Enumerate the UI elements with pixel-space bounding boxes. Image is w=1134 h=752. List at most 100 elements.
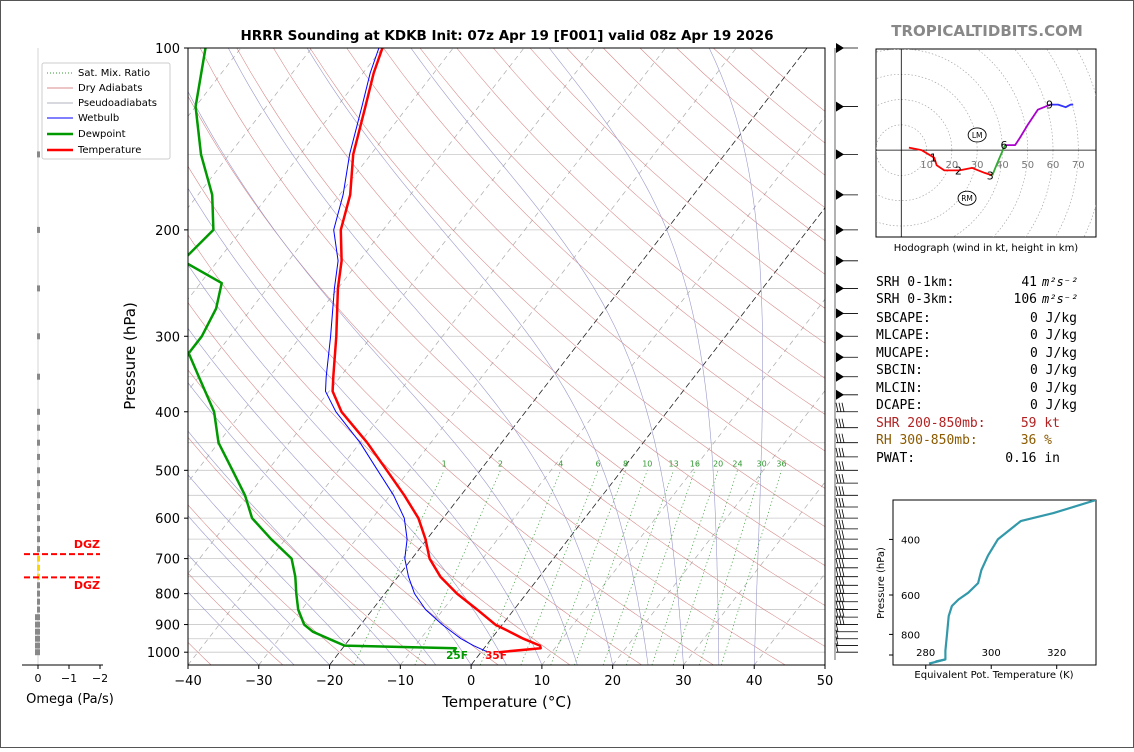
wind-barbs	[835, 43, 858, 653]
omega-bar	[37, 546, 40, 553]
theta-e-axes: 280 300 320 400 600 800	[889, 535, 1066, 669]
wind-barb-feather	[838, 519, 842, 529]
skewt-ylabel: Pressure (hPa)	[121, 302, 139, 410]
temp-tick-label: 10	[534, 674, 551, 689]
wind-barb-feather	[835, 636, 839, 646]
wind-barb-feather	[838, 584, 842, 594]
pwat-label: PWAT:	[876, 451, 915, 466]
wind-barb-feather	[835, 447, 839, 457]
dry-adiabat-line	[309, 48, 825, 527]
right-mover-label: RM	[961, 194, 973, 203]
moist-adiabat-line	[188, 591, 260, 665]
mucape-value: 0 J/kg	[1030, 346, 1077, 361]
srh01-units: m²s⁻²	[1041, 275, 1078, 289]
temp-tick-label: −20	[316, 674, 343, 689]
hodograph-height-label: 9	[1046, 99, 1053, 112]
wind-barb-feather	[835, 608, 839, 618]
dgz-top-label: DGZ	[74, 538, 100, 551]
omega-ticks: 0 −1 −2	[35, 665, 108, 685]
temp-tick-label: −40	[174, 674, 201, 689]
isotherm-line	[188, 48, 666, 665]
mixing-ratio-label: 36	[776, 459, 786, 468]
hodograph-height-label: 1	[930, 152, 937, 165]
wind-barb-feather	[838, 497, 842, 508]
mucape-label: MUCAPE:	[876, 346, 931, 361]
wind-barb-feather	[838, 539, 842, 550]
mixing-ratio-label: 2	[498, 459, 503, 468]
omega-xlabel: Omega (Pa/s)	[26, 692, 114, 707]
omega-bar	[37, 151, 40, 158]
dcape-value: 0 J/kg	[1030, 398, 1077, 413]
srh01-value: 41	[1021, 275, 1037, 290]
wind-barb-feather	[835, 509, 839, 519]
hodograph-ring-label: 50	[1021, 160, 1034, 171]
wind-barb-feather	[835, 539, 839, 550]
moist-adiabat-line	[228, 48, 613, 665]
wind-barb-feather	[841, 433, 845, 443]
dry-adiabat-line	[188, 95, 786, 665]
right-mover-marker	[957, 190, 977, 206]
srh03-value: 106	[1014, 292, 1037, 307]
wind-barb-feather	[841, 592, 845, 602]
legend-temperature: Temperature	[77, 145, 141, 156]
omega-tick-label: −1	[61, 672, 77, 685]
rh-label: RH 300-850mb:	[876, 433, 978, 448]
legend-pseudoadiabats: Pseudoadiabats	[78, 98, 157, 109]
pressure-tick-label: 300	[155, 330, 180, 345]
legend-sat-mix-ratio: Sat. Mix. Ratio	[78, 68, 150, 79]
mixing-ratio-label: 16	[690, 459, 700, 468]
dry-adiabat-line	[346, 48, 825, 489]
temp-tick-label: 20	[604, 674, 621, 689]
moist-adiabat-line	[188, 327, 472, 665]
temp-tick-label: −30	[245, 674, 272, 689]
wind-barb-feather	[841, 402, 845, 412]
omega-panel: 0 −1 −2 Omega (Pa/s) DGZ DGZ	[22, 48, 114, 707]
theta-e-frame	[892, 499, 1097, 666]
hodograph-ring-label: 40	[996, 160, 1009, 171]
omega-bar	[37, 582, 40, 589]
wind-barb-feather	[841, 474, 845, 484]
wind-barb-feather	[835, 629, 839, 639]
chart-title: HRRR Sounding at KDKB Init: 07z Apr 19 […	[240, 28, 773, 44]
srh03-units: m²s⁻²	[1041, 292, 1078, 306]
wind-barb-feather	[838, 608, 842, 618]
omega-bar	[37, 439, 40, 446]
surface-dewpoint-label: 25F	[446, 650, 468, 662]
wind-barb-feather	[841, 461, 845, 471]
omega-bar	[37, 598, 40, 605]
mixing-ratio-line	[672, 470, 738, 665]
mixing-ratio-line	[721, 470, 782, 665]
temp-tick-label: 0	[467, 674, 475, 689]
skewt-xlabel: Temperature (°C)	[441, 693, 571, 711]
omega-bar	[37, 373, 40, 380]
omega-bar	[35, 642, 40, 649]
hodograph-height-label: 3	[987, 169, 994, 182]
omega-bar	[37, 590, 40, 597]
wind-barb-feather	[841, 539, 845, 550]
dry-adiabat-line	[383, 48, 825, 452]
wind-barb-feather	[838, 418, 842, 428]
wind-barb-feather	[835, 567, 839, 577]
wind-barb-feather	[838, 592, 842, 602]
theta-e-ylabel: Pressure (hPa)	[876, 547, 887, 619]
wind-barb-feather	[838, 461, 842, 471]
pressure-tick-label: 100	[155, 42, 180, 57]
hodograph-segment	[1050, 103, 1074, 109]
wind-barb-feather	[841, 418, 845, 428]
wind-barb-feather	[838, 576, 842, 586]
wind-barb-feather	[841, 576, 845, 586]
theta-e-plot	[928, 500, 1096, 665]
wind-barb-feather	[841, 497, 845, 508]
surface-temp-label: 35F	[485, 650, 507, 662]
dry-adiabat-line	[188, 165, 714, 665]
hodograph-ring-label: 30	[971, 160, 984, 171]
wind-barb-feather	[838, 600, 842, 610]
skewt-frame	[187, 47, 826, 666]
pressure-tick-label: 400	[155, 406, 180, 421]
hodograph-plot: 10 20 30 40 50 60 70 1 2 3 6 9 LM RM	[876, 49, 1096, 237]
sbcin-value: 0 J/kg	[1030, 363, 1077, 378]
isotherm-line	[683, 481, 825, 665]
hodograph-ring-label: 60	[1047, 160, 1060, 171]
wind-barb-feather	[838, 402, 842, 412]
wind-barb-feather	[835, 600, 839, 610]
